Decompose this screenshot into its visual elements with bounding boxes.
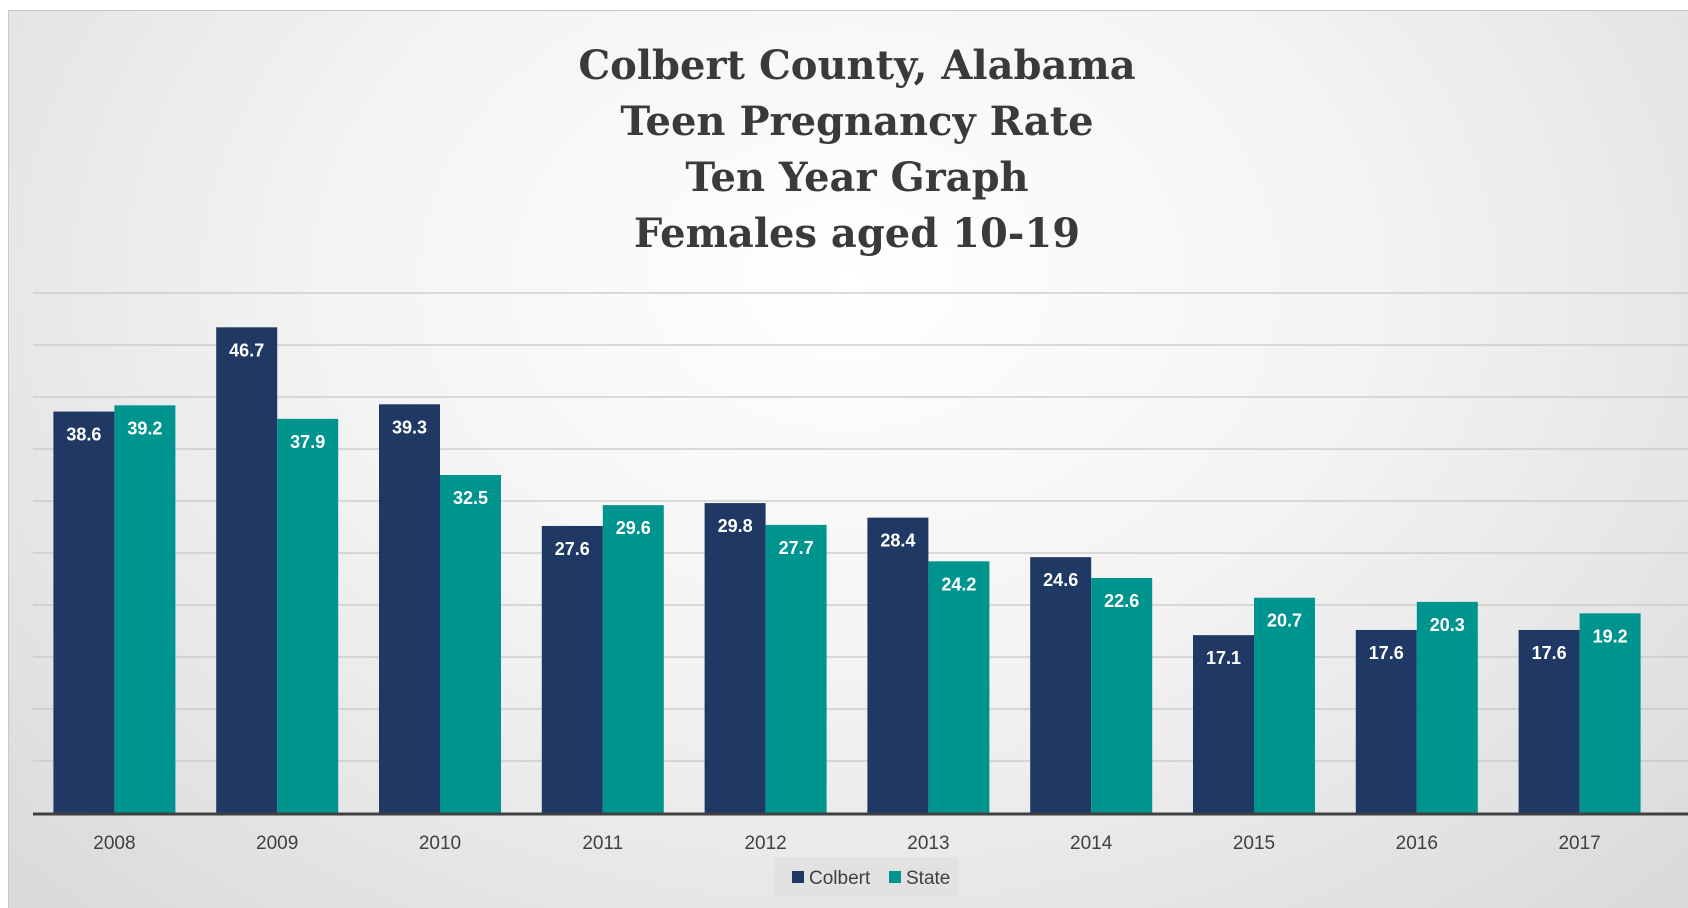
data-label-state-2014: 22.6	[1104, 591, 1139, 611]
x-tick-label-2008: 2008	[93, 833, 135, 854]
bar-state-2009	[277, 418, 339, 813]
bar-state-2017	[1579, 613, 1641, 813]
data-label-state-2008: 39.2	[127, 418, 162, 438]
data-label-colbert-2017: 17.6	[1532, 643, 1567, 663]
bar-state-2010	[440, 475, 501, 813]
legend-label-colbert: Colbert	[809, 868, 871, 889]
chart-title-line-2: Teen Pregnancy Rate	[620, 98, 1093, 145]
bar-colbert-2010	[379, 404, 440, 813]
bar-colbert-2017	[1518, 629, 1580, 813]
teen-pregnancy-bar-chart: Colbert County, Alabama Teen Pregnancy R…	[33, 42, 1688, 897]
bar-state-2014	[1091, 577, 1153, 813]
data-label-state-2013: 24.2	[941, 574, 976, 594]
data-label-colbert-2013: 28.4	[880, 531, 915, 551]
data-label-colbert-2015: 17.1	[1206, 648, 1241, 668]
data-label-colbert-2010: 39.3	[392, 417, 427, 437]
legend-swatch-state	[889, 871, 901, 883]
bar-colbert-2015	[1193, 635, 1254, 813]
data-label-colbert-2014: 24.6	[1043, 570, 1078, 590]
data-label-state-2016: 20.3	[1430, 615, 1465, 635]
legend-swatch-colbert	[792, 871, 804, 883]
data-label-state-2015: 20.7	[1267, 611, 1302, 631]
data-label-colbert-2009: 46.7	[229, 340, 264, 360]
chart-frame: Colbert County, Alabama Teen Pregnancy R…	[8, 10, 1688, 908]
data-label-colbert-2012: 29.8	[718, 516, 753, 536]
bar-colbert-2012	[704, 503, 766, 813]
bar-colbert-2009	[216, 327, 278, 813]
legend-label-state: State	[906, 868, 950, 889]
data-label-state-2011: 29.6	[616, 518, 651, 538]
x-tick-label-2013: 2013	[907, 833, 949, 854]
bar-state-2008	[114, 405, 176, 813]
chart-title-line-4: Females aged 10-19	[634, 210, 1080, 257]
bar-colbert-2011	[541, 525, 603, 813]
bar-state-2013	[928, 561, 990, 813]
x-axis: 2008 2009 2010 2011 2012 2013 2014 2015 2016 2017	[33, 812, 1688, 854]
bar-state-2011	[602, 505, 664, 813]
x-tick-label-2015: 2015	[1233, 833, 1275, 854]
data-label-state-2017: 19.2	[1593, 626, 1628, 646]
bar-state-2016	[1416, 601, 1478, 813]
chart-title-line-3: Ten Year Graph	[685, 154, 1028, 201]
data-label-colbert-2011: 27.6	[555, 539, 590, 559]
x-tick-label-2017: 2017	[1558, 833, 1600, 854]
x-tick-label-2014: 2014	[1070, 833, 1113, 854]
data-label-state-2009: 37.9	[290, 432, 325, 452]
bar-colbert-2008	[53, 411, 115, 813]
chart-title-line-1: Colbert County, Alabama	[578, 42, 1135, 89]
bars	[53, 327, 1641, 813]
bar-state-2012	[765, 524, 827, 813]
data-label-state-2012: 27.7	[779, 538, 814, 558]
data-labels: 38.6 39.2 46.7 37.9 39.3 32.5 27.6 29.6 29.8 27.7…	[66, 340, 1627, 668]
x-tick-label-2010: 2010	[419, 833, 461, 854]
legend: Colbert State	[774, 857, 959, 897]
x-tick-label-2012: 2012	[744, 833, 786, 854]
data-label-colbert-2016: 17.6	[1369, 643, 1404, 663]
data-label-colbert-2008: 38.6	[66, 425, 101, 445]
x-tick-label-2011: 2011	[582, 833, 623, 854]
data-label-state-2010: 32.5	[453, 488, 488, 508]
bar-colbert-2014	[1030, 557, 1092, 813]
bar-colbert-2013	[867, 517, 929, 813]
x-tick-label-2016: 2016	[1396, 833, 1438, 854]
x-tick-label-2009: 2009	[256, 833, 298, 854]
legend-background	[774, 857, 959, 897]
bar-colbert-2016	[1355, 629, 1417, 813]
bar-state-2015	[1254, 597, 1315, 813]
